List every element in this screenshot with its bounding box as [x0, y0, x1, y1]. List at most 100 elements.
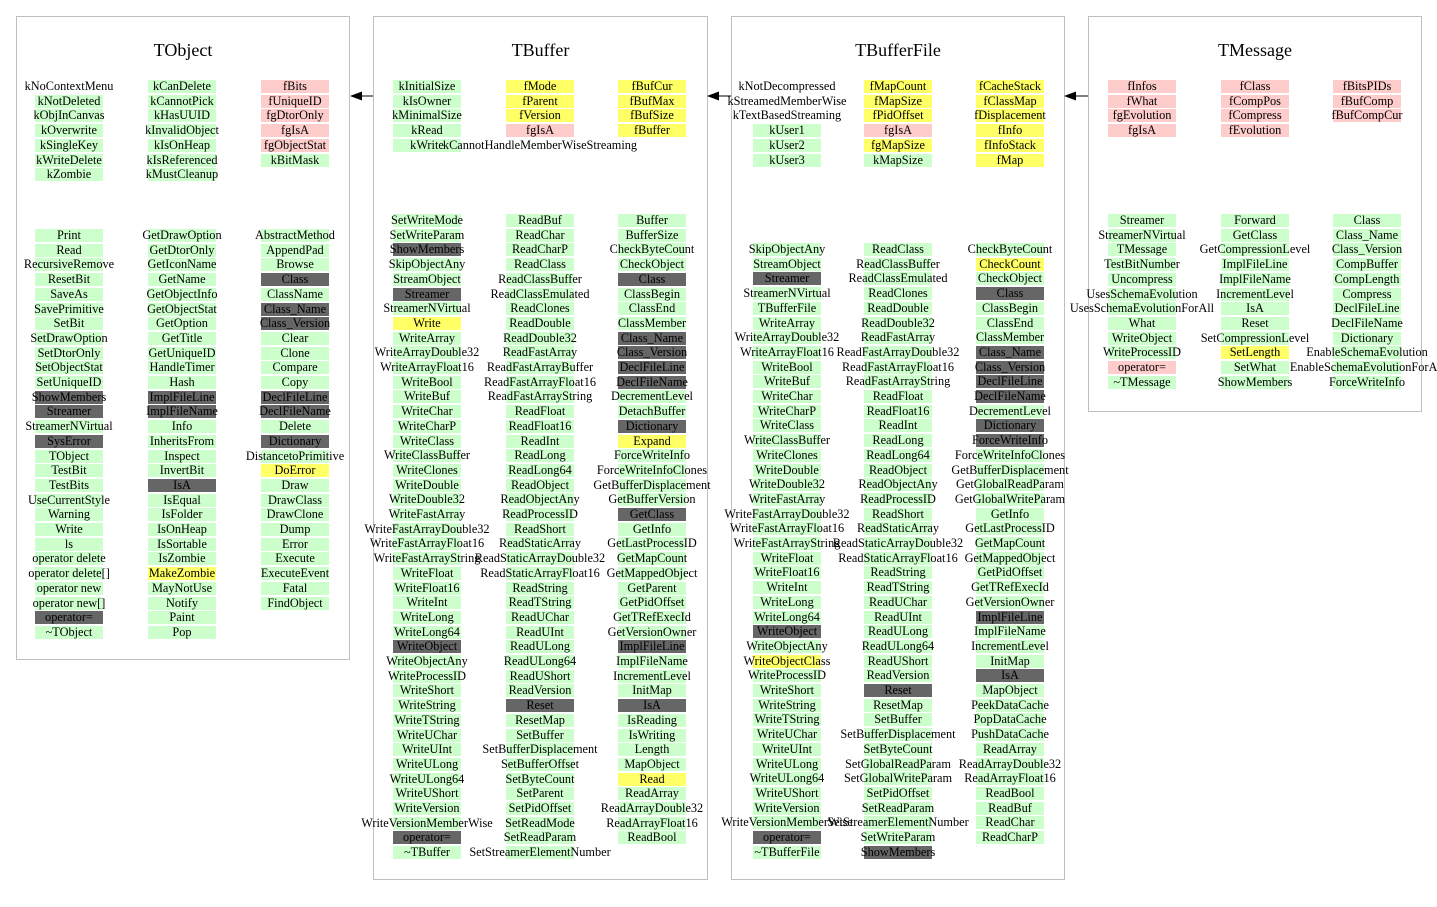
- cell-highlight: [35, 109, 103, 123]
- method-cell: DrawClone: [145, 508, 445, 522]
- cell-label: ~TObject: [45, 624, 93, 639]
- cell-label: Paint: [169, 610, 195, 625]
- method-cell: operator=: [277, 831, 577, 845]
- method-cell: RecursiveRemove: [0, 258, 219, 272]
- member-cell: fBufMax: [502, 94, 802, 108]
- cell-highlight: [506, 449, 574, 463]
- cell-label: kWriteDelete: [36, 152, 102, 167]
- method-cell: Execute: [145, 551, 445, 566]
- cell-label: GetVersionOwner: [965, 594, 1055, 609]
- cell-label: operator delete[]: [28, 566, 110, 581]
- cell-highlight: [35, 124, 103, 138]
- cell-label: WriteChar: [401, 404, 453, 419]
- method-cell: ReadFastArrayBuffer: [390, 361, 690, 374]
- cell-highlight: [35, 376, 103, 389]
- cell-highlight: [393, 802, 461, 815]
- cell-label: GetDtorOnly: [149, 242, 215, 257]
- cell-label: ReadLong64: [508, 462, 572, 477]
- cell-label: Compare: [272, 360, 318, 375]
- method-cell: MayNotUse: [32, 581, 332, 595]
- member-cell: fMode: [390, 80, 690, 93]
- cell-label: WriteBool: [401, 374, 453, 389]
- method-cell: WriteClones: [277, 463, 577, 477]
- cell-label: SetObjectStat: [35, 360, 103, 375]
- cell-highlight: [35, 464, 103, 478]
- member-cell: kIsOnHeap: [32, 138, 332, 152]
- cell-highlight: [506, 94, 574, 108]
- cell-highlight: [35, 94, 103, 108]
- cell-highlight: [148, 287, 216, 301]
- method-cell: Class_Version: [1217, 242, 1437, 257]
- method-cell: DeclFileName: [145, 405, 445, 419]
- member-cell: fBufCur: [502, 80, 802, 93]
- method-cell: IsZombie: [32, 552, 332, 566]
- cell-highlight: [393, 361, 461, 374]
- cell-label: ResetBit: [47, 272, 91, 287]
- cell-label: Class_Version: [1331, 242, 1403, 257]
- member-cell: fBitsPIDs: [1217, 80, 1437, 93]
- cell-highlight: [148, 537, 216, 551]
- cell-highlight: [35, 611, 103, 625]
- cell-label: ReadDouble32: [503, 330, 577, 345]
- method-cell: GetName: [32, 273, 332, 287]
- cell-highlight: [148, 508, 216, 522]
- cell-label: ReadFastArray: [502, 345, 578, 360]
- cell-highlight: [393, 258, 461, 272]
- method-cell: GetTitle: [32, 331, 332, 345]
- method-cell: ResetBit: [0, 272, 219, 287]
- cell-label: kRead: [411, 123, 443, 138]
- cell-highlight: [261, 493, 329, 507]
- method-cell: AppendPad: [145, 243, 445, 257]
- method-cell: GetVersionOwner: [860, 594, 1160, 609]
- cell-label: fBufCompCur: [1331, 108, 1403, 123]
- cell-highlight: [261, 287, 329, 301]
- cell-label: Print: [57, 228, 81, 242]
- cell-highlight: [506, 463, 574, 477]
- cell-highlight: [393, 610, 461, 624]
- cell-highlight: [506, 361, 574, 374]
- method-cell: ReadBool: [860, 786, 1160, 800]
- method-cell: Dictionary: [1217, 331, 1437, 345]
- method-cell: WriteTString: [277, 713, 577, 727]
- cell-label: kMinimalSize: [392, 108, 462, 123]
- cell-highlight: [35, 449, 103, 463]
- member-cell: kMinimalSize: [277, 108, 577, 123]
- cell-label: MakeZombie: [148, 566, 216, 581]
- cell-highlight: [35, 331, 103, 345]
- cell-label: IsOnHeap: [157, 522, 207, 536]
- member-cell: kCannotHandleMemberWiseStreaming: [390, 138, 690, 152]
- cell-label: TObject: [48, 448, 90, 463]
- cell-highlight: [506, 228, 574, 242]
- cell-label: WriteBuf: [404, 389, 450, 404]
- cell-label: WriteDouble32: [389, 492, 465, 507]
- method-cell: IncrementLevel: [860, 639, 1160, 653]
- cell-label: WriteVersionMemberWise: [361, 815, 493, 830]
- cell-label: UseCurrentStyle: [28, 492, 110, 507]
- cell-label: ImplFileName: [146, 404, 218, 419]
- cell-label: WriteLong: [400, 609, 454, 624]
- member-cell: fBuffer: [502, 124, 802, 138]
- cell-highlight: [148, 581, 216, 595]
- method-cell: Class_Name: [1217, 228, 1437, 242]
- cell-label: Dictionary: [268, 433, 322, 448]
- cell-highlight: [261, 420, 329, 434]
- cell-highlight: [148, 124, 216, 138]
- cell-label: SavePrimitive: [34, 301, 104, 316]
- method-cell: IsEqual: [32, 493, 332, 507]
- cell-label: WriteDouble: [395, 477, 459, 492]
- cell-label: kIsOwner: [402, 93, 452, 108]
- cell-label: Execute: [275, 551, 315, 566]
- cell-label: WriteClassBuffer: [383, 448, 471, 463]
- cell-label: DeclFileLine: [262, 389, 328, 404]
- cell-label: ForceWriteInfo: [1329, 374, 1405, 389]
- cell-label: ImplFileName: [974, 624, 1046, 639]
- cell-label: ExecuteEvent: [260, 566, 330, 581]
- method-cell: CompLength: [1217, 272, 1437, 286]
- method-cell: WriteLong64: [277, 625, 577, 639]
- cell-highlight: [393, 302, 461, 316]
- method-cell: MapObject: [860, 684, 1160, 697]
- cell-label: PeekDataCache: [971, 697, 1049, 712]
- cell-label: ReadFastArrayString: [487, 389, 593, 404]
- method-cell: ReadFastArrayString: [390, 389, 690, 404]
